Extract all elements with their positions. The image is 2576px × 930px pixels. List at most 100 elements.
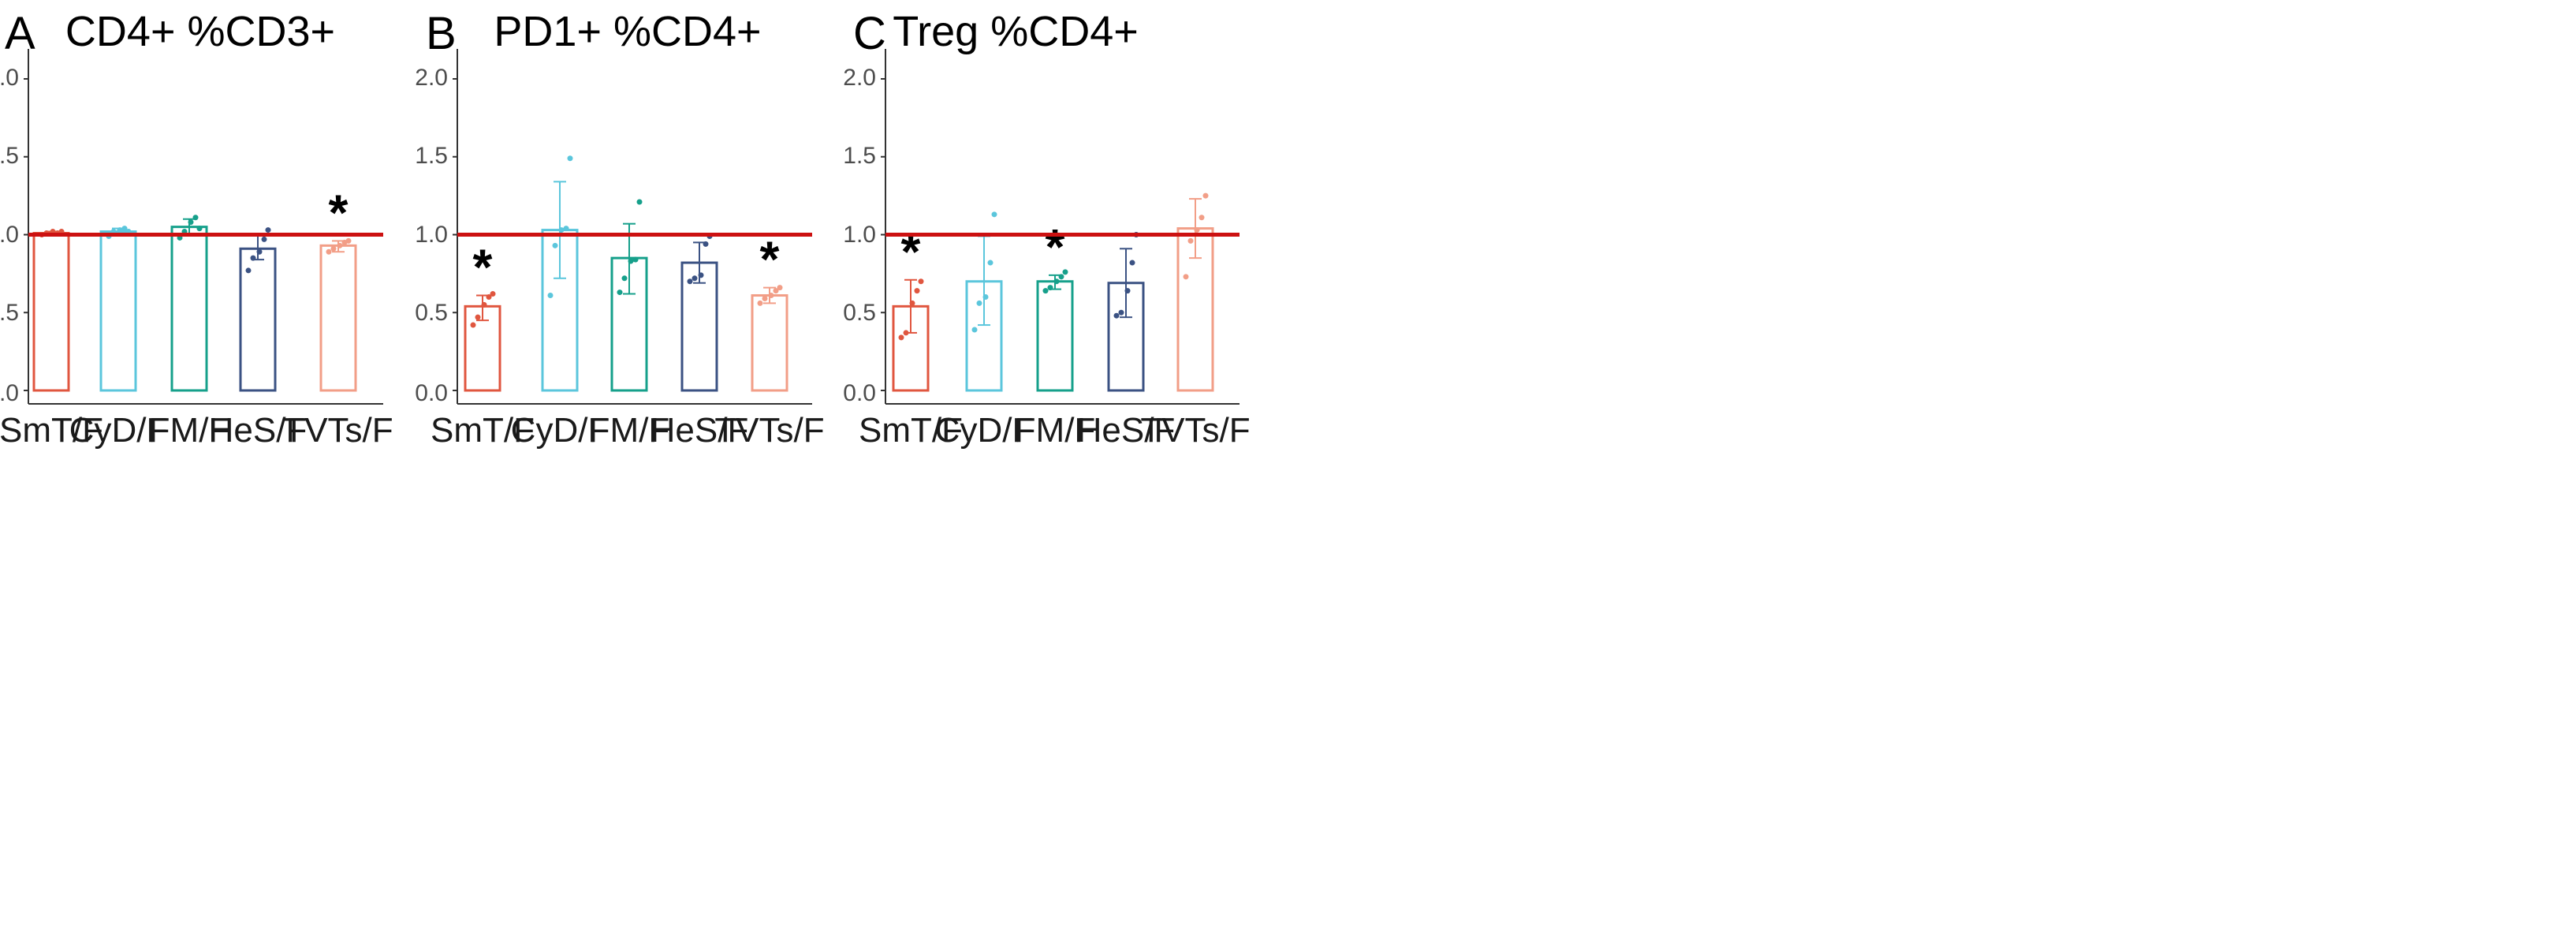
panel-b-point-smt-f-0: [470, 322, 476, 328]
panel-b-significance-tvts-f: *: [760, 231, 780, 288]
panel-a-point-cyd-f-2: [117, 227, 123, 233]
panel-b-point-fm-f-3: [632, 256, 639, 263]
panel-a-point-hes-f-3: [261, 236, 267, 242]
panel-b-marks: * *: [453, 78, 812, 392]
panel-b-xtick-4: TVTs/F: [714, 411, 824, 450]
panel-c-point-smt-f-4: [918, 278, 924, 285]
panel-c-point-fm-f-1: [1047, 285, 1053, 291]
panel-c-point-hes-f-1: [1118, 309, 1124, 316]
panel-c-point-smt-f-0: [898, 334, 904, 341]
panel-c-point-hes-f-0: [1113, 312, 1120, 319]
panel-c-significance-fm-f: *: [1046, 218, 1065, 275]
panel-a-marks: *: [24, 78, 383, 392]
panel-c-point-tvts-f-1: [1187, 237, 1194, 244]
panel-b-point-tvts-f-1: [762, 295, 768, 301]
panel-c: C Treg %CD4+ 0.0 0.5 1.0 1.5 2.0 SmT/F C…: [843, 8, 1250, 450]
panel-b-ytick-3: 1.5: [415, 143, 448, 169]
panel-c-ytick-1: 0.5: [843, 300, 876, 326]
panel-b-point-tvts-f-3: [773, 288, 779, 294]
panel-c-xtick-2: FM/F: [1015, 411, 1096, 450]
panel-b-point-cyd-f-1: [552, 242, 558, 248]
panel-c-point-hes-f-2: [1124, 288, 1131, 294]
panel-c-point-fm-f-4: [1062, 269, 1068, 275]
panel-b-point-fm-f-2: [628, 258, 634, 264]
panel-a-point-hes-f-0: [245, 267, 252, 274]
panel-b-point-fm-f-0: [617, 289, 623, 296]
panel-b-point-hes-f-3: [703, 241, 709, 247]
panel-a-bar-cyd-f: [99, 230, 137, 392]
panel-a-ytick-2: 1.0: [0, 222, 19, 248]
panel-b-xtick-2: FM/F: [589, 411, 670, 450]
panel-b-bar-tvts-f: [751, 294, 788, 392]
panel-c-ytick-4: 2.0: [843, 65, 876, 91]
panel-b-point-fm-f-4: [636, 199, 643, 205]
panel-a-significance-tvts-f: *: [329, 184, 349, 241]
panel-c-point-fm-f-3: [1058, 274, 1064, 280]
panel-b-point-tvts-f-2: [768, 293, 774, 299]
panel-a-point-hes-f-4: [265, 227, 271, 233]
panel-a-xtick-3: HeS/F: [209, 411, 308, 450]
panel-c-xtick-0: SmT/F: [859, 411, 963, 450]
panel-b-significance-smt-f: *: [473, 239, 493, 296]
panel-b-point-smt-f-2: [481, 301, 487, 308]
panel-a-point-fm-f-3: [192, 215, 199, 221]
panel-b-point-hes-f-0: [687, 278, 693, 285]
panel-c-point-cyd-f-3: [987, 260, 993, 266]
panel-b-ytick-2: 1.0: [415, 222, 448, 248]
panel-c-point-tvts-f-2: [1194, 227, 1200, 233]
panel-c-point-smt-f-2: [909, 300, 915, 306]
panel-b-point-cyd-f-0: [547, 293, 554, 299]
panel-a-ytick-0: 0.0: [0, 380, 19, 406]
panel-a-point-fm-f-2: [188, 219, 194, 226]
panel-c-point-tvts-f-0: [1183, 274, 1189, 280]
panel-a-title: CD4+ %CD3+: [65, 8, 335, 55]
panel-a-point-hes-f-1: [250, 255, 256, 261]
panel-a-ytick-4: 2.0: [0, 65, 19, 91]
panel-b-ytick-4: 2.0: [415, 65, 448, 91]
panel-a-point-tvts-f-2: [337, 242, 343, 248]
panel-b-point-tvts-f-4: [777, 285, 783, 291]
panel-c-point-cyd-f-0: [971, 327, 978, 333]
panel-b-title: PD1+ %CD4+: [494, 8, 761, 55]
panel-b-xtick-0: SmT/F: [431, 411, 535, 450]
panel-b-ytick-1: 0.5: [415, 300, 448, 326]
panel-a-ytick-3: 1.5: [0, 143, 19, 169]
panel-c-point-fm-f-2: [1053, 278, 1060, 285]
panel-a-point-cyd-f-3: [121, 226, 128, 232]
panel-c-point-fm-f-0: [1042, 288, 1049, 294]
panel-a-bar-smt-f: [32, 232, 70, 392]
panel-b-point-smt-f-4: [490, 291, 496, 297]
panel-a-point-tvts-f-1: [330, 245, 337, 252]
panel-a-ytick-1: 0.5: [0, 300, 19, 326]
panel-b-point-cyd-f-3: [563, 226, 569, 232]
panel-a-letter: A: [5, 8, 35, 59]
panel-c-point-cyd-f-2: [982, 294, 989, 300]
panel-a-xtick-1: CyD/F: [69, 411, 168, 450]
panel-c-ytick-0: 0.0: [843, 380, 876, 406]
panel-c-xtick-3: HeS/F: [1077, 411, 1176, 450]
panel-b: B PD1+ %CD4+ 0.0 0.5 1.0 1.5 2.0 SmT/F C…: [415, 8, 824, 450]
panel-a-point-tvts-f-4: [345, 237, 352, 244]
panel-c-point-smt-f-3: [914, 288, 920, 294]
panel-a-point-hes-f-2: [256, 248, 263, 255]
panel-a-point-tvts-f-0: [326, 248, 332, 255]
panel-b-point-cyd-f-4: [567, 155, 573, 162]
panel-a: A CD4+ %CD3+ 0.0 0.5 1.0 1.5 2.0 SmT/F C…: [0, 8, 393, 450]
panel-b-point-cyd-f-2: [558, 227, 565, 233]
panel-c-point-cyd-f-4: [991, 211, 997, 218]
panel-b-point-hes-f-2: [698, 272, 704, 278]
panel-c-title: Treg %CD4+: [893, 8, 1139, 55]
panel-c-ytick-2: 1.0: [843, 222, 876, 248]
panel-c-marks: * *: [881, 78, 1240, 392]
panel-a-xtick-0: SmT/F: [0, 411, 103, 450]
panel-b-xtick-1: CyD/F: [511, 411, 610, 450]
panel-c-point-tvts-f-4: [1202, 192, 1209, 199]
panel-b-point-smt-f-3: [486, 294, 492, 300]
panel-b-point-hes-f-1: [692, 275, 698, 282]
panel-a-bar-tvts-f: [319, 244, 357, 392]
panel-c-ytick-3: 1.5: [843, 143, 876, 169]
panel-c-point-smt-f-1: [903, 330, 909, 336]
panel-b-point-smt-f-1: [475, 314, 481, 320]
panel-c-point-hes-f-3: [1129, 260, 1135, 266]
